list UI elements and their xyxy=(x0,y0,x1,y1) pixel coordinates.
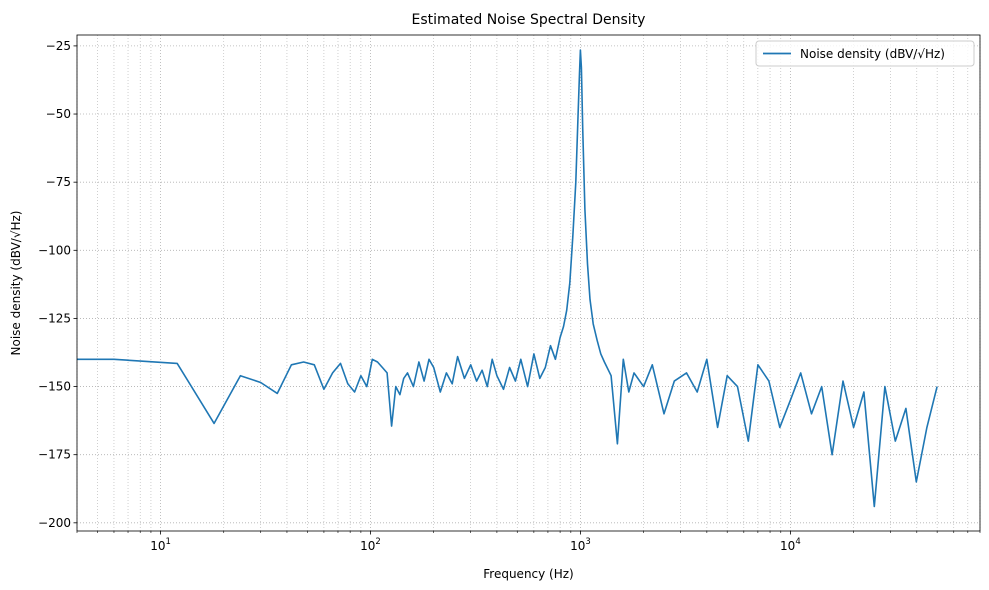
plot-frame xyxy=(76,34,981,532)
x-axis-title: Frequency (Hz) xyxy=(483,567,574,581)
series-line xyxy=(77,49,938,508)
y-tick-label: −75 xyxy=(46,175,71,189)
y-tick-label: −125 xyxy=(38,311,71,325)
y-axis-title: Noise density (dBV/√Hz) xyxy=(9,211,23,356)
x-tick-label: 104 xyxy=(780,537,801,553)
y-tick-label: −150 xyxy=(38,380,71,394)
x-tick-label: 101 xyxy=(150,537,171,553)
legend-label: Noise density (dBV/√Hz) xyxy=(800,47,945,61)
x-tick-label: 102 xyxy=(360,537,381,553)
y-tick-label: −50 xyxy=(46,107,71,121)
y-tick-label: −175 xyxy=(38,448,71,462)
chart-title: Estimated Noise Spectral Density xyxy=(412,12,646,28)
x-tick-label: 103 xyxy=(570,537,591,553)
series-layer xyxy=(77,49,938,508)
legend-box xyxy=(755,40,975,67)
legend: Noise density (dBV/√Hz) xyxy=(755,40,975,67)
y-tick-label: −100 xyxy=(38,243,71,257)
grid xyxy=(76,35,981,531)
ticks: 101 102 103 104 −25 −50 −75 −100 −125 −150 −175 −20… xyxy=(38,39,981,553)
y-tick-label: −200 xyxy=(38,516,71,530)
y-tick-label: −25 xyxy=(46,39,71,53)
